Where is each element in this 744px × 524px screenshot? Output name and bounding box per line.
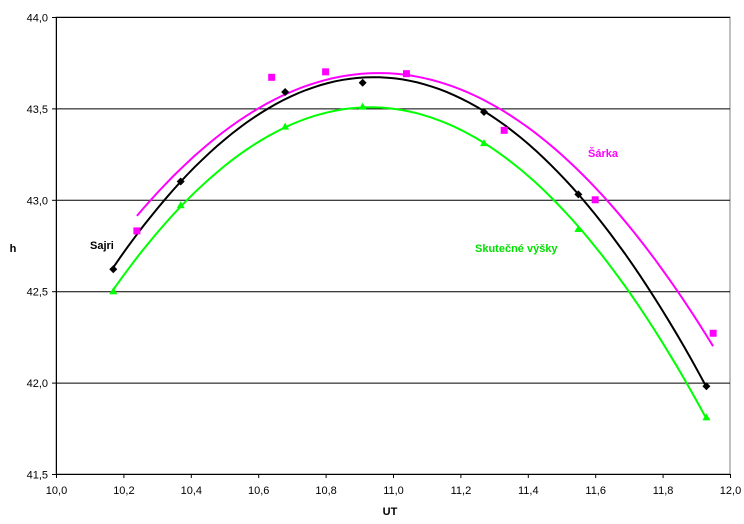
x-tick-label: 12,0 <box>720 485 741 497</box>
data-point-triangle <box>479 139 488 147</box>
x-tick-label: 10,2 <box>113 485 134 497</box>
data-point-square <box>709 329 717 337</box>
y-axis-title: h <box>10 243 17 255</box>
data-point-square <box>500 126 508 134</box>
trendline <box>112 106 708 420</box>
x-tick-label: 10,0 <box>46 485 67 497</box>
series-label-skutecne-vysky: Skutečné výšky <box>475 243 558 255</box>
y-tick-label: 43,0 <box>27 195 48 207</box>
x-tick-label: 11,2 <box>451 485 472 497</box>
data-point-triangle <box>574 225 583 233</box>
y-tick-label: 42,0 <box>27 378 48 390</box>
data-point-square <box>133 227 141 235</box>
y-tick-label: 42,5 <box>27 287 48 299</box>
data-point-diamond <box>358 78 367 87</box>
data-point-diamond <box>176 177 185 186</box>
data-point-triangle <box>281 122 290 130</box>
x-tick-label: 11,8 <box>653 485 674 497</box>
x-tick-label: 10,4 <box>181 485 202 497</box>
series-label-sarka: Šárka <box>588 147 619 160</box>
data-point-triangle <box>702 413 711 421</box>
data-point-diamond <box>109 265 118 274</box>
data-point-square <box>402 70 410 78</box>
data-point-square <box>322 68 330 76</box>
series-label-sajri: Sajri <box>90 240 114 252</box>
data-point-triangle <box>176 201 185 209</box>
data-point-diamond <box>574 190 583 199</box>
y-tick-label: 44,0 <box>27 13 48 25</box>
x-axis-title: UT <box>383 506 398 518</box>
y-tick-label: 43,5 <box>27 104 48 116</box>
data-point-triangle <box>109 287 118 295</box>
trendline <box>136 72 714 347</box>
x-tick-label: 11,0 <box>383 485 404 497</box>
x-tick-label: 10,8 <box>315 485 336 497</box>
y-tick-label: 41,5 <box>27 470 48 482</box>
x-tick-label: 11,4 <box>518 485 539 497</box>
data-point-diamond <box>281 87 290 96</box>
plot-area <box>55 16 731 475</box>
x-tick-label: 11,6 <box>585 485 606 497</box>
x-tick-label: 10,6 <box>248 485 269 497</box>
data-point-triangle <box>358 102 367 110</box>
trendline <box>112 76 708 388</box>
data-point-square <box>591 196 599 204</box>
data-point-square <box>268 73 276 81</box>
data-point-diamond <box>479 108 488 117</box>
data-point-diamond <box>702 382 711 391</box>
